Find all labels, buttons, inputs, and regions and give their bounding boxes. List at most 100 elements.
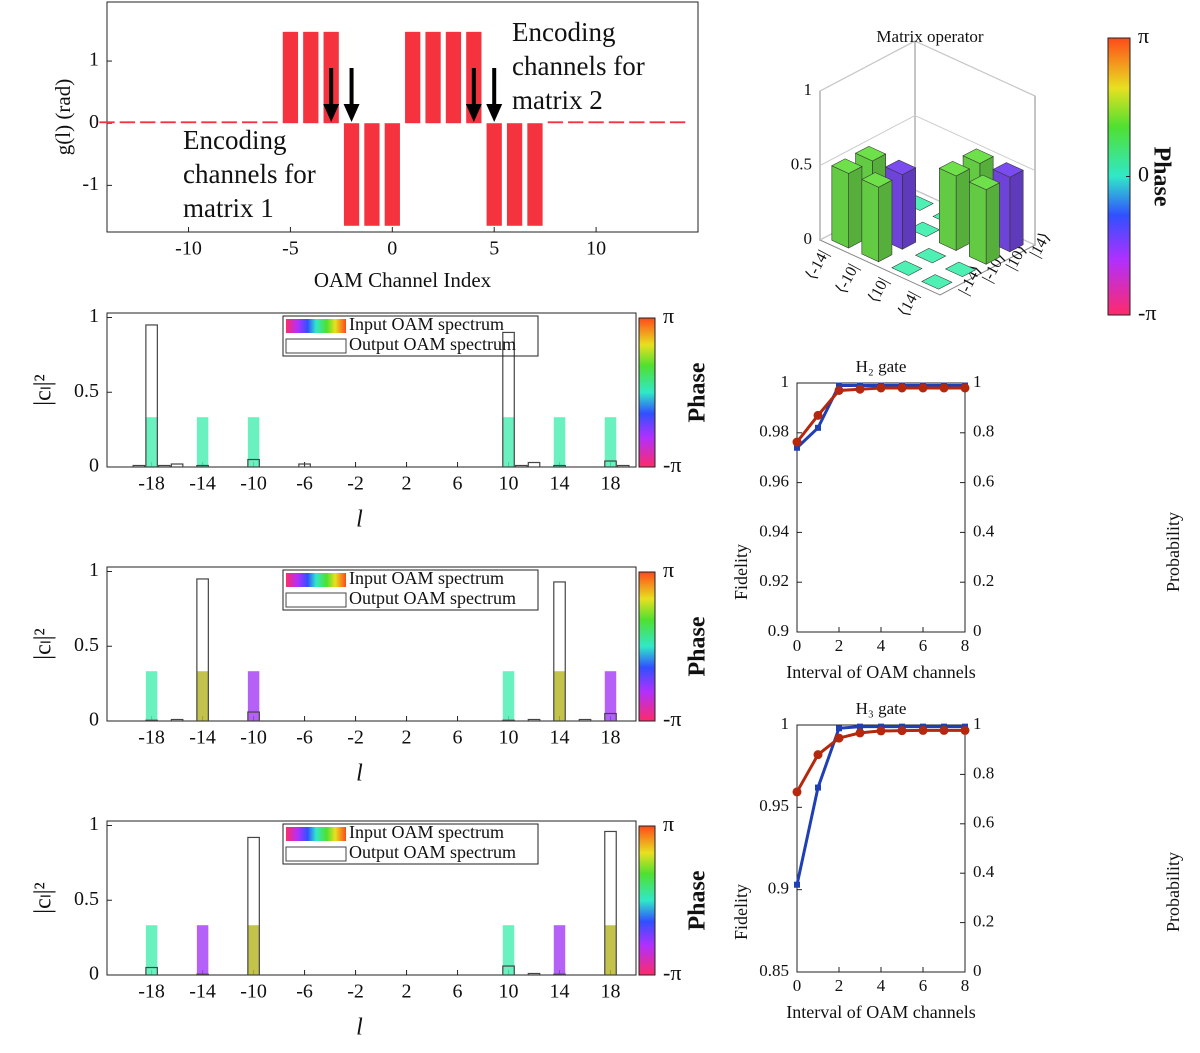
x-tick-label: 8	[961, 976, 970, 995]
annotation: channels for	[183, 159, 316, 189]
x-tick-label: -6	[296, 981, 313, 1003]
x-tick-label: 10	[499, 727, 519, 749]
x-tick-label: 14	[550, 473, 570, 495]
y-tick-label: 0.92	[759, 571, 789, 590]
y-axis-label: |cₗ|²	[31, 882, 57, 913]
x-tick-label: 0	[793, 636, 802, 655]
output-bar	[527, 718, 541, 722]
output-bar	[604, 460, 617, 468]
colorbar	[638, 825, 656, 976]
bar-top	[884, 159, 917, 176]
bar	[425, 31, 441, 124]
x-tick-label: -2	[347, 473, 364, 495]
colorbar-label: Phase	[685, 616, 711, 676]
y2-tick-label: 0.4	[973, 521, 995, 540]
output-bar	[247, 836, 260, 976]
y-axis-label: Fidelity	[731, 544, 751, 600]
annotation: Encoding	[183, 125, 286, 155]
bar	[405, 31, 421, 124]
y2-tick-label: 1	[973, 372, 982, 391]
y2-tick-label: 0.8	[973, 422, 994, 441]
bar-side	[902, 167, 916, 250]
marker	[815, 424, 821, 431]
colorbar-tick-label: -π	[663, 452, 681, 477]
series-line	[795, 728, 965, 793]
chart-title: H₂ gate	[856, 357, 907, 376]
marker	[794, 881, 800, 888]
x-tick-label: 18	[601, 473, 621, 495]
bar	[384, 123, 400, 226]
output-bar	[247, 711, 260, 722]
y2-tick-label: 0.4	[973, 862, 995, 881]
plot-frame	[106, 820, 637, 976]
x-tick-label: 5	[489, 238, 499, 260]
y-tick-label: 0	[89, 455, 99, 477]
marker	[834, 733, 844, 743]
x-axis-label: Interval of OAM channels	[786, 1002, 975, 1022]
input-bar	[604, 671, 617, 721]
x-axis-label: l	[356, 1015, 363, 1041]
output-bar	[527, 461, 541, 468]
x-tick-label: 8	[961, 636, 970, 655]
y-tick-label: 1	[89, 305, 99, 327]
output-bar	[514, 464, 528, 468]
y-tick-label: 1	[89, 49, 99, 71]
bar	[303, 31, 319, 124]
bar	[343, 123, 360, 226]
colorbar-label: Phase	[685, 362, 711, 422]
x-tick-label: 6	[453, 981, 463, 1003]
output-bar	[196, 464, 209, 468]
output-bar	[527, 972, 541, 976]
x-tick-label: 6	[919, 636, 928, 655]
input-bar	[502, 671, 515, 721]
y-tick-label: -1	[82, 173, 99, 195]
bar	[364, 123, 380, 226]
z-tick-label: 0.5	[791, 154, 812, 173]
y-axis-label: |cₗ|²	[31, 374, 57, 405]
annotation: matrix 1	[183, 193, 274, 223]
x-tick-label: -5	[282, 238, 299, 260]
output-bar	[553, 973, 566, 976]
bar-side	[955, 168, 970, 251]
bar	[527, 123, 543, 226]
y-tick-label: 0.98	[759, 422, 789, 441]
bar-top	[831, 158, 863, 174]
bar	[99, 121, 115, 124]
x-tick-label: -6	[296, 473, 313, 495]
output-bar	[502, 331, 515, 468]
plot-frame	[796, 724, 966, 973]
output-bar	[578, 718, 592, 722]
bar	[568, 121, 584, 124]
input-bar	[553, 671, 566, 721]
z-tick-label: 1	[804, 80, 813, 99]
x-tick-label: 4	[877, 636, 886, 655]
bar	[608, 121, 625, 124]
output-bar	[604, 712, 617, 722]
x-tick-label: -10	[240, 473, 267, 495]
input-bar	[247, 925, 260, 975]
y2-tick-label: 0	[973, 621, 982, 640]
bar-top	[992, 162, 1024, 178]
legend	[282, 315, 539, 357]
marker	[876, 726, 886, 736]
x-axis-label: OAM Channel Index	[314, 268, 492, 292]
colorbar	[638, 571, 656, 722]
bar-top	[914, 247, 947, 264]
x-tick-label: 14	[550, 727, 570, 749]
y-tick-label: 1	[89, 559, 99, 581]
x-tick-label: 2	[402, 981, 412, 1003]
y-tick-label: 1	[781, 714, 790, 733]
colorbar-tick-label: π	[663, 811, 674, 836]
legend-label: Input OAM spectrum	[349, 568, 504, 588]
marker	[855, 728, 865, 738]
legend-label: Output OAM spectrum	[349, 334, 516, 354]
y-tick-label: 0.95	[759, 796, 789, 815]
marker	[918, 383, 928, 393]
z-tick-label: 0	[804, 229, 813, 248]
legend-label: Output OAM spectrum	[349, 842, 516, 862]
legend-label: Input OAM spectrum	[349, 314, 504, 334]
marker	[836, 382, 842, 389]
bar	[649, 121, 665, 124]
input-bar	[196, 417, 209, 467]
